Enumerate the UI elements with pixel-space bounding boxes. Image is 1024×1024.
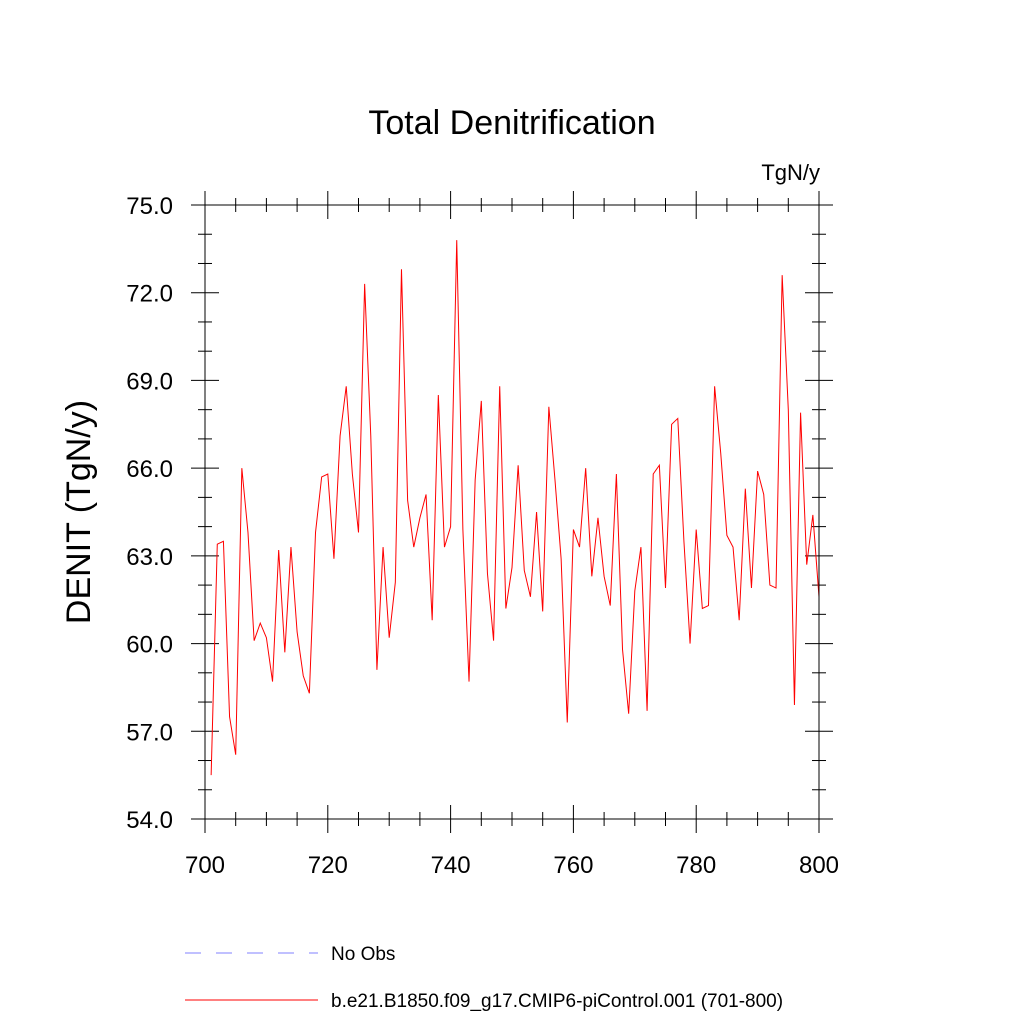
x-tick-label: 720 bbox=[308, 852, 348, 879]
legend: No Obs b.e21.B1850.f09_g17.CMIP6-piContro… bbox=[185, 944, 783, 1012]
y-tick-label: 66.0 bbox=[126, 456, 173, 483]
y-axis-label: DENIT (TgN/y) bbox=[60, 400, 98, 624]
y-tick-label: 69.0 bbox=[126, 368, 173, 395]
x-tick-label: 760 bbox=[553, 852, 593, 879]
legend-label: No Obs bbox=[331, 944, 395, 965]
y-tick-label: 72.0 bbox=[126, 281, 173, 308]
y-tick-label: 60.0 bbox=[126, 632, 173, 659]
chart-title: Total Denitrification bbox=[368, 104, 655, 142]
y-tick-label: 54.0 bbox=[126, 807, 173, 834]
plot-frame bbox=[204, 204, 820, 820]
y-tick-label: 57.0 bbox=[126, 719, 173, 746]
x-tick-label: 700 bbox=[185, 852, 225, 879]
y-tick-label: 63.0 bbox=[126, 544, 173, 571]
ticks-layer: 700 720 740 760 780 800 54.0 57.0 60.0 63.0 66.0 69… bbox=[126, 191, 839, 879]
units-label: TgN/y bbox=[761, 160, 820, 185]
series-line bbox=[210, 240, 820, 776]
y-tick-label: 75.0 bbox=[126, 193, 173, 220]
series-layer bbox=[210, 240, 820, 776]
legend-label: b.e21.B1850.f09_g17.CMIP6-piControl.001 … bbox=[331, 991, 783, 1012]
x-tick-label: 740 bbox=[431, 852, 471, 879]
x-tick-label: 800 bbox=[799, 852, 839, 879]
x-tick-label: 780 bbox=[676, 852, 716, 879]
